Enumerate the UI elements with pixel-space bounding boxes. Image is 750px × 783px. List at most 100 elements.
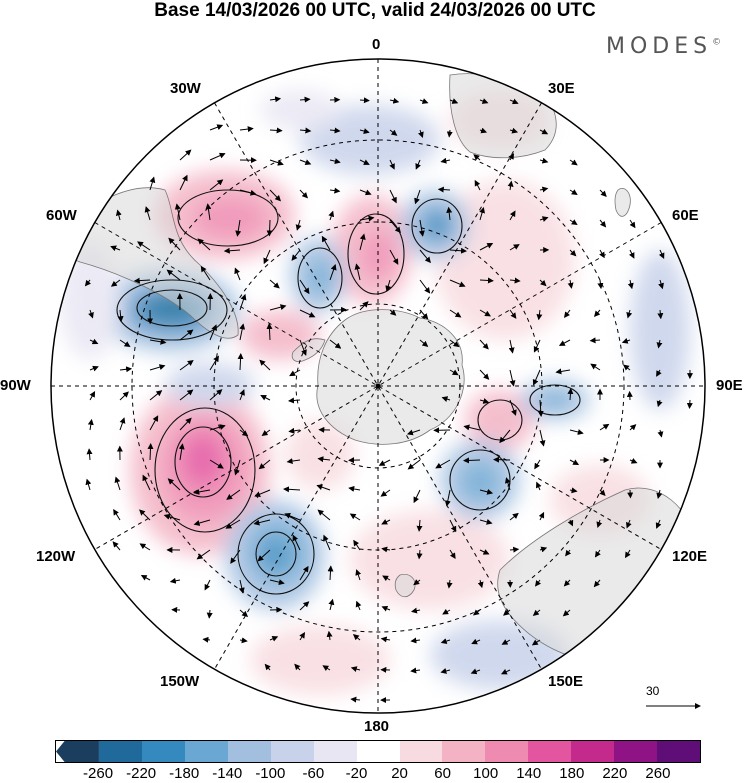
wind-vector (440, 638, 451, 644)
wind-vector (349, 513, 361, 521)
wind-vector (259, 359, 271, 371)
wind-vector (624, 549, 631, 559)
wind-vector (329, 263, 337, 281)
wind-vector (385, 279, 392, 292)
wind-vector (463, 457, 481, 464)
wind-vector (537, 399, 544, 417)
wind-vector (569, 459, 580, 465)
wind-vector (410, 637, 421, 644)
blue-blob (260, 90, 340, 130)
wind-vector (479, 339, 489, 350)
blue-blob (300, 105, 440, 175)
wind-vector (295, 219, 302, 231)
wind-vector (479, 549, 490, 555)
wind-vector (119, 366, 133, 373)
wind-vector (139, 509, 151, 521)
wind-vector (599, 489, 606, 497)
label-150w: 150W (160, 673, 200, 690)
wind-vector (656, 489, 663, 499)
wind-vector (509, 546, 520, 553)
wind-vector (163, 513, 181, 521)
wind-vector (299, 189, 308, 199)
wind-vector (359, 189, 372, 196)
wind-vector (144, 206, 151, 221)
wind-vector (209, 355, 219, 371)
wind-vector (509, 309, 517, 319)
colorbar-swatch (270, 741, 314, 762)
colorbar-swatch (571, 741, 615, 762)
wind-vector (479, 369, 490, 380)
colorbar-swatch (442, 741, 486, 762)
wind-vector (204, 579, 211, 591)
wind-vector (463, 424, 481, 431)
wind-vector (440, 668, 451, 674)
map-boundary (50, 58, 706, 714)
wind-vector (149, 338, 167, 345)
wind-vector (449, 549, 456, 560)
wind-vector (209, 459, 224, 469)
wind-vector (209, 389, 223, 401)
wind-vector (328, 210, 335, 221)
colorbar-swatch (313, 741, 357, 762)
wind-vector (410, 667, 421, 674)
wind-vector (317, 456, 331, 463)
wind-vector (441, 396, 451, 402)
polar-map (50, 58, 706, 714)
wind-vector (414, 189, 421, 205)
pink-blob (350, 510, 510, 610)
wind-vector (569, 487, 578, 494)
wind-vectors (84, 96, 693, 704)
wind-vector (292, 534, 301, 551)
colorbar (55, 740, 701, 763)
wind-vector (269, 279, 280, 289)
wind-vector (260, 395, 271, 401)
wind-vector (419, 279, 431, 294)
wind-vector (569, 189, 578, 196)
pink-blob (181, 432, 225, 488)
wind-vector (378, 459, 391, 466)
wind-vector (539, 216, 549, 222)
wind-vector (269, 127, 283, 134)
wind-vector (355, 569, 362, 581)
wind-vector (239, 609, 249, 618)
wind-vector (407, 459, 421, 470)
wind-vector (536, 309, 543, 321)
wind-vector (629, 219, 636, 229)
wind-vector (329, 127, 341, 134)
colorbar-swatch (98, 741, 142, 762)
wind-vector (239, 323, 246, 341)
wind-vector (149, 415, 159, 431)
wind-vector (197, 238, 211, 251)
label-0: 0 (372, 36, 381, 53)
wind-vector (329, 339, 342, 349)
blue-blob (306, 260, 334, 296)
blue-blob (420, 207, 454, 243)
wind-vector (534, 579, 542, 587)
wind-vector (193, 519, 211, 526)
wind-vector (352, 634, 361, 641)
south-america (58, 187, 239, 339)
colorbar-tick-label: -20 (345, 765, 368, 782)
wind-vector (133, 277, 151, 284)
colorbar-swatch (485, 741, 529, 762)
wind-vector (328, 598, 335, 611)
colorbar-swatch (399, 741, 443, 762)
wind-vector (599, 249, 605, 259)
wind-vector (209, 152, 226, 161)
wind-vector (446, 579, 453, 589)
wind-vector (299, 279, 310, 295)
label-90e: 90E (716, 377, 743, 394)
wind-vector (299, 159, 312, 166)
wind-vector (269, 579, 285, 586)
wind-vector (239, 429, 249, 437)
wind-vector (593, 579, 601, 588)
wind-vector (225, 519, 241, 529)
colorbar-tick-label: -100 (255, 765, 286, 782)
wind-vector (269, 159, 284, 166)
wind-vector (658, 279, 664, 290)
graticule (51, 59, 705, 713)
wind-vector (686, 399, 693, 409)
wind-vector (435, 459, 451, 469)
wind-vector (501, 639, 511, 645)
wind-vector (509, 277, 521, 284)
